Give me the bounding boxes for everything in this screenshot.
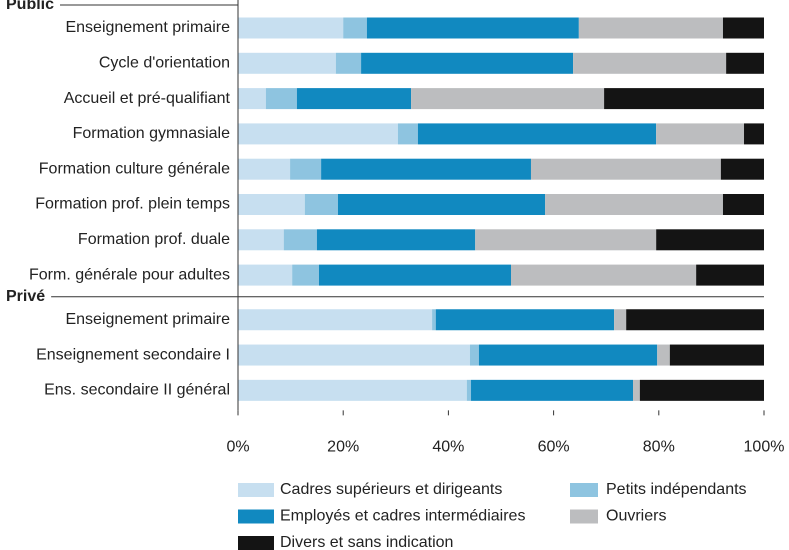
bar-segment	[626, 309, 764, 331]
bar-segment	[432, 309, 436, 331]
bar-segment	[633, 379, 640, 401]
bar-segment	[337, 194, 546, 215]
legend-label: Ouvriers	[606, 508, 666, 525]
y-tick-label: Cycle d'orientation	[99, 55, 230, 72]
bar-segment	[466, 379, 472, 401]
bar-segment	[366, 17, 579, 39]
bar-segment	[238, 194, 305, 215]
x-tick-label: 80%	[643, 439, 675, 456]
bar-segment	[319, 264, 511, 286]
bar-segment	[744, 123, 764, 145]
legend-swatch	[570, 483, 598, 497]
bar-segment	[238, 17, 344, 39]
bar-segment	[696, 264, 764, 286]
bar-segment	[296, 88, 412, 110]
bar-segment	[720, 158, 764, 180]
y-tick-label: Formation prof. plein temps	[35, 196, 230, 213]
bar-segment	[397, 123, 418, 145]
bar-segment	[290, 158, 322, 180]
bar-segment	[316, 229, 476, 251]
bar-segment	[545, 194, 723, 215]
bar-segment	[578, 17, 723, 39]
x-tick-label: 20%	[327, 439, 359, 456]
bar-segment	[361, 52, 574, 74]
bar-segment	[238, 264, 293, 286]
bar-segment	[238, 344, 470, 366]
legend-swatch	[238, 483, 274, 497]
bar-segment	[238, 229, 284, 251]
legend-label: Employés et cadres intermédiaires	[280, 508, 525, 525]
legend-swatch	[570, 509, 598, 524]
bar-segment	[238, 88, 266, 110]
bar-segment	[238, 379, 467, 401]
x-tick-label: 60%	[538, 439, 570, 456]
bar-segment	[573, 52, 727, 74]
bar-segment	[478, 344, 658, 366]
bar-segment	[265, 88, 297, 110]
bar-segment	[726, 52, 764, 74]
bar-segment	[657, 344, 670, 366]
bar-segment	[530, 158, 721, 180]
y-tick-label: Formation culture générale	[39, 160, 230, 177]
x-tick-label: 100%	[744, 439, 785, 456]
bar-segment	[722, 17, 764, 39]
bar-segment	[238, 52, 336, 74]
bar-segment	[304, 194, 338, 215]
bar-segment	[435, 309, 615, 331]
legend-swatch	[238, 509, 274, 524]
bar-segment	[238, 123, 398, 145]
bar-segment	[417, 123, 657, 145]
bar-segment	[471, 379, 634, 401]
legend-label: Petits indépendants	[606, 481, 747, 498]
y-tick-label: Formation gymnasiale	[73, 125, 231, 142]
bar-segment	[614, 309, 627, 331]
legend-label: Divers et sans indication	[280, 534, 453, 550]
y-tick-label: Formation prof. duale	[78, 231, 230, 248]
y-tick-label: Enseignement primaire	[65, 311, 230, 328]
bar-segment	[510, 264, 697, 286]
bar-segment	[604, 88, 764, 110]
bar-segment	[238, 309, 433, 331]
bar-segment	[639, 379, 764, 401]
group-label: Privé	[6, 288, 45, 305]
y-tick-label: Accueil et pré-qualifiant	[64, 90, 231, 107]
bar-segment	[321, 158, 531, 180]
y-tick-label: Form. générale pour adultes	[29, 266, 230, 283]
y-tick-label: Enseignement primaire	[65, 19, 230, 36]
bar-segment	[475, 229, 657, 251]
bar-segment	[343, 17, 367, 39]
bar-segment	[238, 158, 291, 180]
bar-segment	[722, 194, 764, 215]
bar-segment	[469, 344, 479, 366]
bar-segment	[292, 264, 320, 286]
y-tick-label: Enseignement secondaire I	[36, 346, 230, 363]
legend-label: Cadres supérieurs et dirigeants	[280, 481, 502, 498]
group-label: Public	[6, 0, 54, 13]
bar-segment	[411, 88, 605, 110]
bar-segment	[335, 52, 362, 74]
x-tick-label: 0%	[226, 439, 249, 456]
bar-segment	[656, 123, 745, 145]
legend-swatch	[238, 536, 274, 550]
bar-segment	[283, 229, 317, 251]
x-tick-label: 40%	[432, 439, 464, 456]
bar-segment	[656, 229, 764, 251]
bar-segment	[669, 344, 764, 366]
y-tick-label: Ens. secondaire II général	[44, 382, 230, 399]
